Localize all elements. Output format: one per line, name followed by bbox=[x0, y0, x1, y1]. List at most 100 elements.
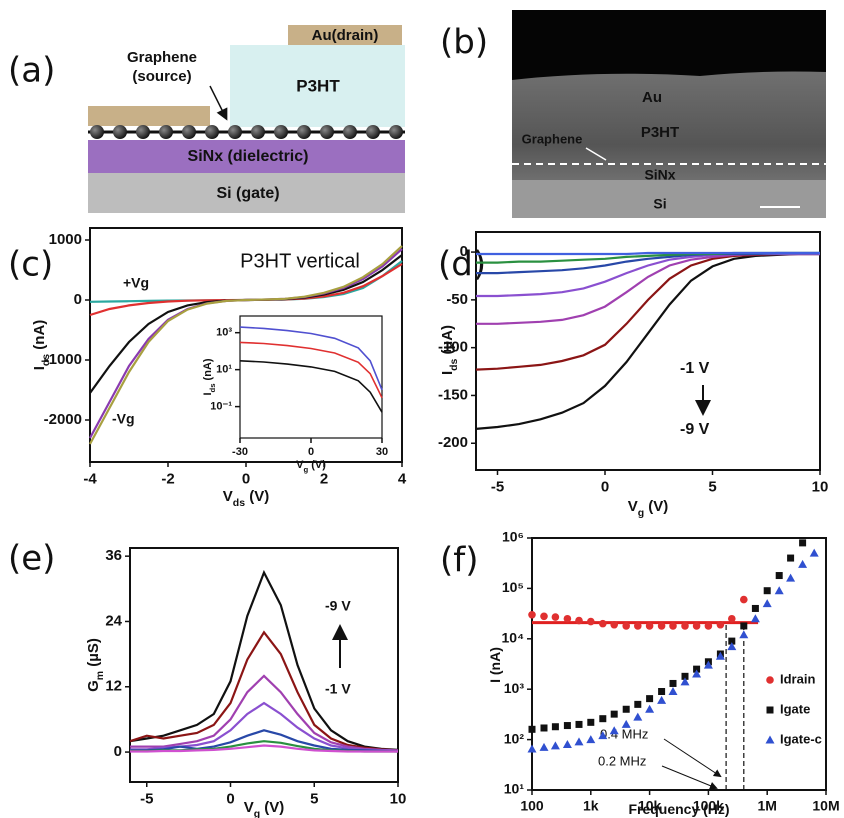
y-tick-label: 10³ bbox=[216, 327, 232, 339]
x-tick-label: 30 bbox=[376, 446, 388, 458]
dielectric-layer bbox=[88, 140, 405, 173]
data-point bbox=[775, 572, 783, 580]
y-tick-label: 0 bbox=[460, 243, 468, 260]
data-point bbox=[587, 617, 595, 626]
data-point bbox=[574, 737, 584, 746]
axis-label: Vds (V) bbox=[223, 488, 269, 509]
data-point bbox=[809, 548, 819, 557]
data-point bbox=[668, 687, 678, 696]
data-point bbox=[787, 554, 795, 562]
data-point bbox=[562, 739, 572, 748]
device-diagram: (a) Au(drain) Graphene (source) P3HT SiN… bbox=[8, 25, 405, 213]
y-tick-label: -1000 bbox=[44, 351, 82, 368]
data-point bbox=[551, 723, 559, 731]
axis-label: Vg (V) bbox=[244, 799, 285, 818]
annotation: +Vg bbox=[123, 275, 149, 291]
p3ht-layer bbox=[230, 45, 405, 127]
data-point bbox=[633, 712, 643, 721]
drain-electrode bbox=[288, 25, 402, 45]
data-point bbox=[599, 715, 607, 723]
axis-label: Ids (µA) bbox=[439, 325, 460, 375]
data-point bbox=[740, 622, 748, 630]
x-tick-label: 0 bbox=[242, 470, 250, 487]
axis-label: Gm (µS) bbox=[85, 638, 106, 692]
data-point bbox=[575, 616, 583, 625]
x-tick-label: 100k bbox=[693, 797, 724, 813]
x-tick-label: 4 bbox=[398, 470, 407, 487]
data-point bbox=[563, 722, 571, 730]
source-arrow bbox=[209, 85, 228, 121]
x-tick-label: -5 bbox=[491, 478, 504, 495]
axis-label-part: V bbox=[244, 799, 254, 816]
data-point bbox=[598, 731, 608, 740]
y-tick-label: 1000 bbox=[49, 231, 82, 248]
plot-frame bbox=[475, 231, 821, 471]
axis-label-part: V bbox=[628, 498, 638, 515]
data-point bbox=[634, 700, 642, 708]
data-point bbox=[539, 742, 549, 751]
data-point bbox=[727, 614, 736, 623]
dielectric-label: SiNx (dielectric) bbox=[188, 148, 309, 165]
data-point bbox=[739, 630, 749, 639]
y-tick-label: 0 bbox=[74, 291, 82, 308]
x-tick-label: -4 bbox=[83, 470, 97, 487]
data-point bbox=[657, 622, 666, 630]
data-point bbox=[799, 539, 807, 547]
annotation: -9 V bbox=[325, 598, 351, 614]
data-point bbox=[750, 614, 760, 623]
annotation: -Vg bbox=[112, 411, 135, 427]
y-tick-label: -150 bbox=[438, 386, 468, 403]
y-tick-label: 12 bbox=[105, 678, 122, 695]
annotation: P3HT vertical bbox=[240, 250, 360, 272]
axis-label-part: (µA) bbox=[439, 325, 456, 359]
x-tick-label: 1M bbox=[757, 797, 776, 813]
axis-label-part: V bbox=[296, 459, 304, 471]
data-point bbox=[669, 679, 677, 687]
cutoff-arrow bbox=[661, 765, 718, 790]
y-tick-label: 10⁵ bbox=[502, 579, 524, 595]
data-point bbox=[622, 622, 631, 630]
data-point bbox=[621, 719, 631, 728]
sem-si bbox=[512, 180, 826, 218]
data-point bbox=[692, 622, 701, 630]
cutoff-arrow bbox=[663, 738, 722, 778]
x-tick-label: 1k bbox=[583, 797, 599, 813]
axis-label-part: (nA) bbox=[202, 358, 214, 383]
x-tick-label: 10 bbox=[812, 478, 829, 495]
panel-label: (e) bbox=[8, 539, 55, 579]
plot-frame bbox=[531, 537, 827, 791]
data-point bbox=[658, 688, 666, 696]
x-tick-label: 5 bbox=[310, 790, 318, 807]
x-tick-label: 10M bbox=[812, 797, 839, 813]
layer-label: SiNx bbox=[644, 167, 675, 183]
x-tick-label: 0 bbox=[601, 478, 609, 495]
axis-label-part: I bbox=[439, 371, 456, 375]
annotation: -9 V bbox=[680, 421, 710, 438]
y-tick-label: 10¹ bbox=[504, 781, 525, 797]
series-line bbox=[239, 360, 383, 413]
axis-label: Vg (V) bbox=[628, 498, 669, 519]
legend-marker bbox=[766, 706, 774, 714]
data-point bbox=[763, 587, 771, 595]
data-point bbox=[634, 622, 642, 630]
x-tick-label: -30 bbox=[232, 446, 248, 458]
data-point bbox=[563, 614, 572, 623]
axis-label-part: Frequency (Hz) bbox=[628, 801, 729, 817]
axis-label-part: g bbox=[303, 465, 308, 474]
cutoff-label: 0.4 MHz bbox=[600, 726, 648, 741]
data-point bbox=[575, 720, 583, 728]
series-line bbox=[89, 245, 403, 445]
axis-label-part: (µS) bbox=[85, 638, 102, 671]
legend-label: Igate-c bbox=[780, 731, 822, 746]
axis-label-part: (V) bbox=[644, 498, 668, 515]
axis-label: I (nA) bbox=[487, 647, 503, 683]
legend-label: Idrain bbox=[780, 671, 815, 686]
data-point bbox=[703, 660, 713, 669]
source-label: (source) bbox=[132, 68, 191, 85]
data-point bbox=[786, 573, 796, 582]
data-point bbox=[550, 741, 560, 750]
layer-label: Si bbox=[653, 196, 666, 212]
data-point bbox=[528, 610, 536, 619]
data-point bbox=[609, 726, 619, 735]
series-line bbox=[239, 341, 383, 399]
